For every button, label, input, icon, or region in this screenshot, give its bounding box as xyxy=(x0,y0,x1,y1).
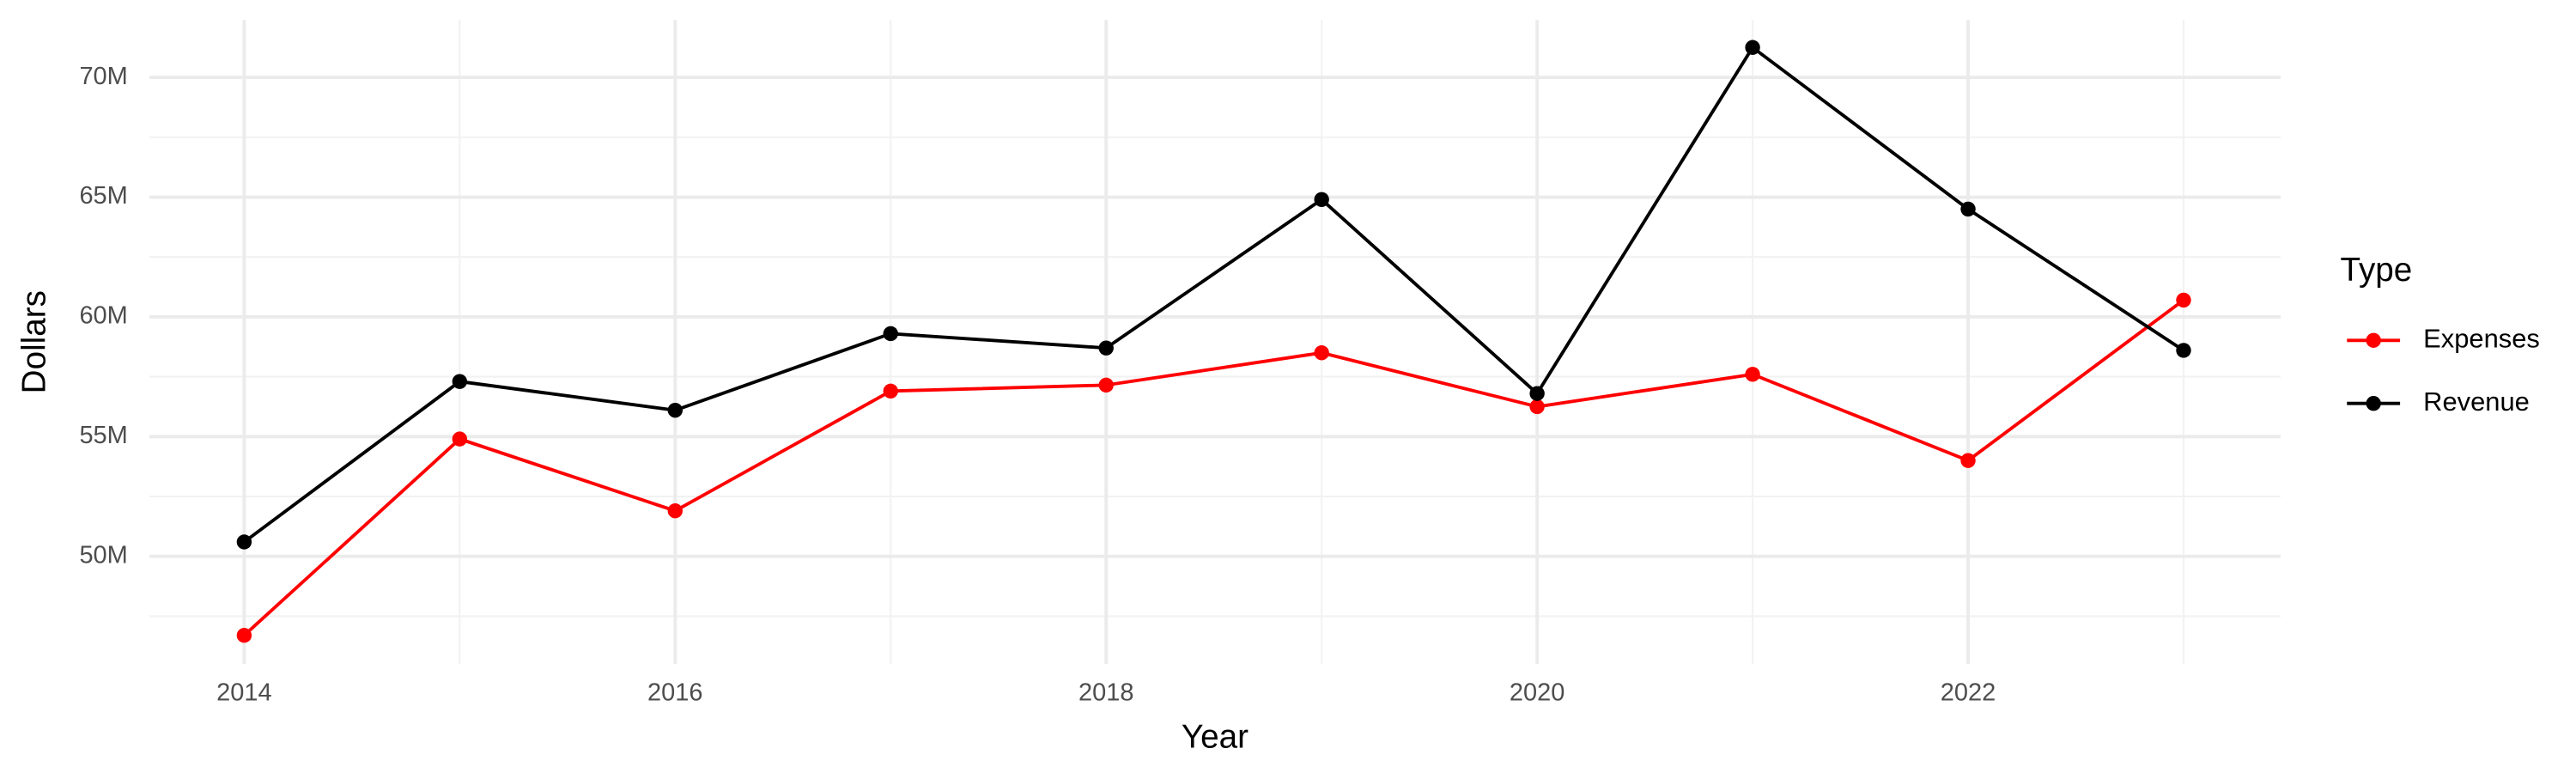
y-tick-label: 70M xyxy=(79,63,127,90)
x-tick-label: 2022 xyxy=(1941,679,1996,707)
series-line xyxy=(243,298,2185,637)
data-point xyxy=(1960,453,1976,468)
x-tick-label: 2014 xyxy=(216,679,271,707)
plot-area xyxy=(236,40,2191,643)
data-point xyxy=(1098,340,1114,356)
data-point xyxy=(1529,399,1545,415)
data-point xyxy=(883,383,898,399)
legend-label: Revenue xyxy=(2423,386,2530,417)
data-point xyxy=(1314,192,1329,208)
y-tick-label: 60M xyxy=(79,302,127,330)
data-point xyxy=(667,402,683,418)
series-line xyxy=(243,45,2185,544)
data-point xyxy=(667,503,683,519)
legend: Expenses Revenue xyxy=(2347,323,2540,417)
data-point xyxy=(452,431,468,447)
data-point xyxy=(236,628,252,643)
x-axis-title: Year xyxy=(1182,718,1249,755)
x-tick-label: 2018 xyxy=(1078,679,1133,707)
legend-title: Type xyxy=(2341,252,2413,289)
y-tick-label: 50M xyxy=(79,541,127,569)
legend-marker xyxy=(2366,396,2381,411)
data-point xyxy=(1314,345,1329,361)
data-point xyxy=(1745,367,1760,382)
data-point xyxy=(1745,40,1760,55)
data-point xyxy=(236,534,252,550)
x-tick-label: 2016 xyxy=(647,679,702,707)
x-tick-label: 2020 xyxy=(1510,679,1564,707)
y-axis-title: Dollars xyxy=(16,290,53,393)
data-point xyxy=(2176,292,2191,308)
data-point xyxy=(1960,201,1976,217)
data-point xyxy=(2176,343,2191,358)
legend-label: Expenses xyxy=(2423,323,2540,353)
grid xyxy=(149,20,2281,665)
y-tick-label: 65M xyxy=(79,182,127,210)
data-point xyxy=(452,374,468,389)
data-point xyxy=(883,326,898,342)
legend-marker xyxy=(2366,332,2381,348)
y-tick-label: 55M xyxy=(79,422,127,449)
data-point xyxy=(1098,377,1114,393)
data-point xyxy=(1529,386,1545,401)
